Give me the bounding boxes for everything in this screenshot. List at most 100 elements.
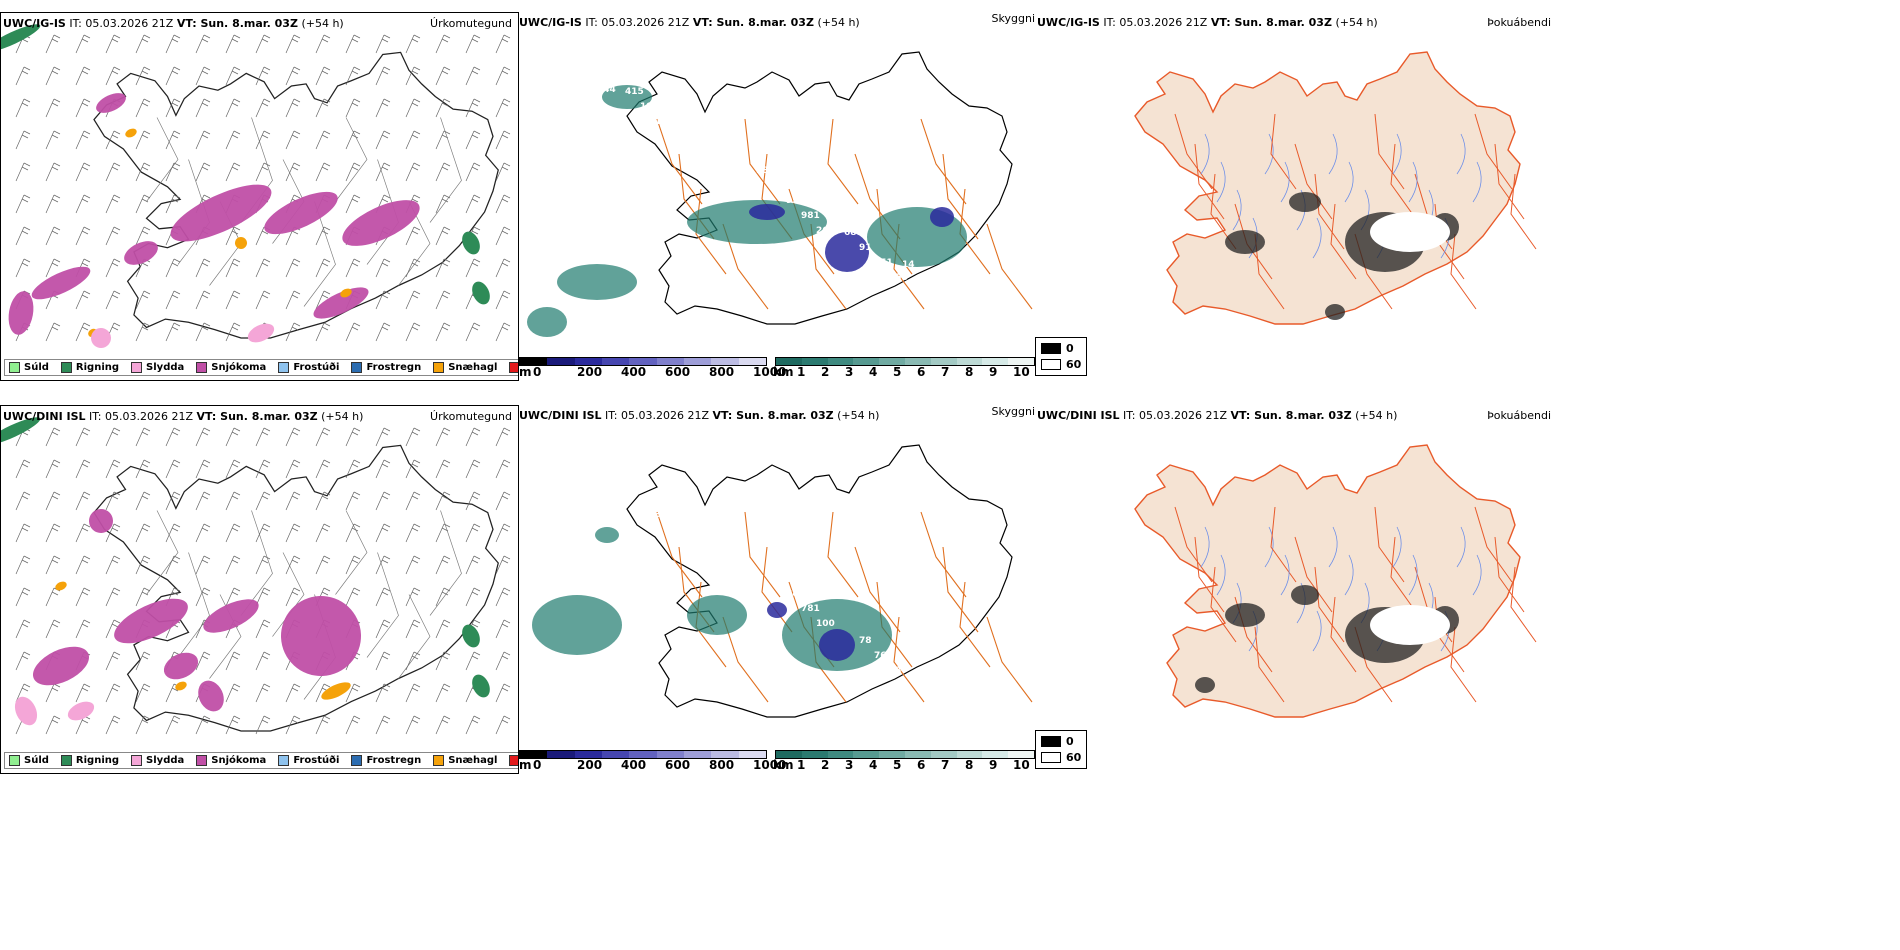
wind-barb (15, 555, 31, 575)
wind-barb (465, 130, 481, 150)
wind-barb (45, 194, 61, 214)
wind-barb (165, 66, 181, 86)
wind-barb (225, 98, 241, 118)
road (1210, 566, 1237, 643)
road (1450, 233, 1477, 310)
visibility-tick: 6 (917, 758, 926, 772)
wind-barb (75, 290, 91, 310)
legend-item: Slydda (131, 362, 184, 373)
precip-area (203, 599, 259, 633)
wind-barb (135, 66, 151, 86)
wind-barb (75, 683, 91, 703)
panel-title: UWC/IG-IS IT: 05.03.2026 21Z VT: Sun. 8.… (3, 17, 344, 30)
panel-title: UWC/IG-IS IT: 05.03.2026 21Z VT: Sun. 8.… (1037, 16, 1378, 29)
precip-area (89, 509, 113, 533)
road (656, 118, 703, 205)
road (744, 511, 781, 598)
wind-barb (195, 66, 211, 86)
wind-barb (195, 587, 211, 607)
wind-barb (405, 130, 421, 150)
visibility-tick: 8 (965, 758, 974, 772)
cloud-value-label: 151 (874, 258, 893, 268)
ceiling-visibility-map: 247 28 91 100 73 214 372 988 781 761 93 56 726 885 78 1… (532, 444, 1033, 723)
wind-barb (345, 194, 361, 214)
visibility-tick: 10 (1013, 758, 1030, 772)
wind-barb (435, 322, 451, 342)
wind-barb (285, 290, 301, 310)
wind-barb (135, 683, 151, 703)
wind-barb (135, 715, 151, 735)
wind-barb (255, 162, 271, 182)
wind-barb (255, 427, 271, 447)
road (827, 118, 859, 205)
wind-barb (285, 322, 301, 342)
wind-barb (315, 555, 331, 575)
wind-barb (435, 34, 451, 54)
visibility-tick: 3 (845, 758, 854, 772)
wind-barb (105, 523, 121, 543)
wind-barb (45, 130, 61, 150)
legend-label: Snjókoma (211, 362, 267, 373)
road (398, 594, 431, 679)
wind-barb (375, 258, 391, 278)
wind-barb (135, 491, 151, 511)
road (1494, 536, 1525, 613)
precip-area (14, 696, 38, 726)
wind-barb (165, 523, 181, 543)
fog-area (1195, 677, 1215, 693)
road (1510, 566, 1537, 643)
wind-barb (45, 226, 61, 246)
wind-barb (225, 34, 241, 54)
wind-barb (225, 130, 241, 150)
visibility-tick: 2 (821, 758, 830, 772)
ceiling-tick: 600 (665, 758, 691, 772)
precip-map (1, 417, 511, 735)
road (1294, 143, 1333, 220)
wind-barb (375, 715, 391, 735)
wind-barb (495, 491, 511, 511)
road (695, 188, 727, 275)
wind-barb (435, 66, 451, 86)
wind-barb (45, 98, 61, 118)
road (1374, 113, 1405, 190)
wind-barb (255, 459, 271, 479)
wind-barb (225, 587, 241, 607)
wind-barb (375, 523, 391, 543)
wind-barb (435, 130, 451, 150)
visibility-tick: 1 (797, 365, 806, 379)
wind-barb (405, 491, 421, 511)
visibility-area (687, 595, 747, 635)
wind-barb (45, 715, 61, 735)
wind-barb (465, 523, 481, 543)
river (1216, 161, 1226, 203)
wind-barb (75, 491, 91, 511)
wind-barb (75, 162, 91, 182)
wind-barb (495, 194, 511, 214)
legend-label: Snæhagl (448, 362, 498, 373)
wind-barb (165, 290, 181, 310)
wind-barb (105, 651, 121, 671)
wind-barb (435, 427, 451, 447)
river (1200, 526, 1210, 568)
cloud-value-label: 839 (698, 134, 717, 144)
wind-barb (435, 194, 451, 214)
cloud-panel-row1: 244 333 306 261 158 99 196 416 981 151 279 192 636 95… (517, 12, 1035, 379)
wind-barb (465, 587, 481, 607)
wind-barb (285, 162, 301, 182)
road (810, 223, 847, 310)
legend-label: Súld (24, 362, 49, 373)
wind-barb (225, 651, 241, 671)
wind-barb (225, 162, 241, 182)
river (1328, 526, 1338, 568)
cloud-value-label: 761 (874, 651, 893, 661)
wind-barb (105, 66, 121, 86)
wind-barb (345, 427, 361, 447)
fog-area (1225, 230, 1265, 254)
ceiling-tick: 1000 (753, 758, 787, 772)
wind-barb (255, 98, 271, 118)
wind-barb (45, 491, 61, 511)
wind-barb (15, 130, 31, 150)
wind-barb (375, 322, 391, 342)
river (1232, 189, 1242, 231)
road (761, 546, 793, 633)
